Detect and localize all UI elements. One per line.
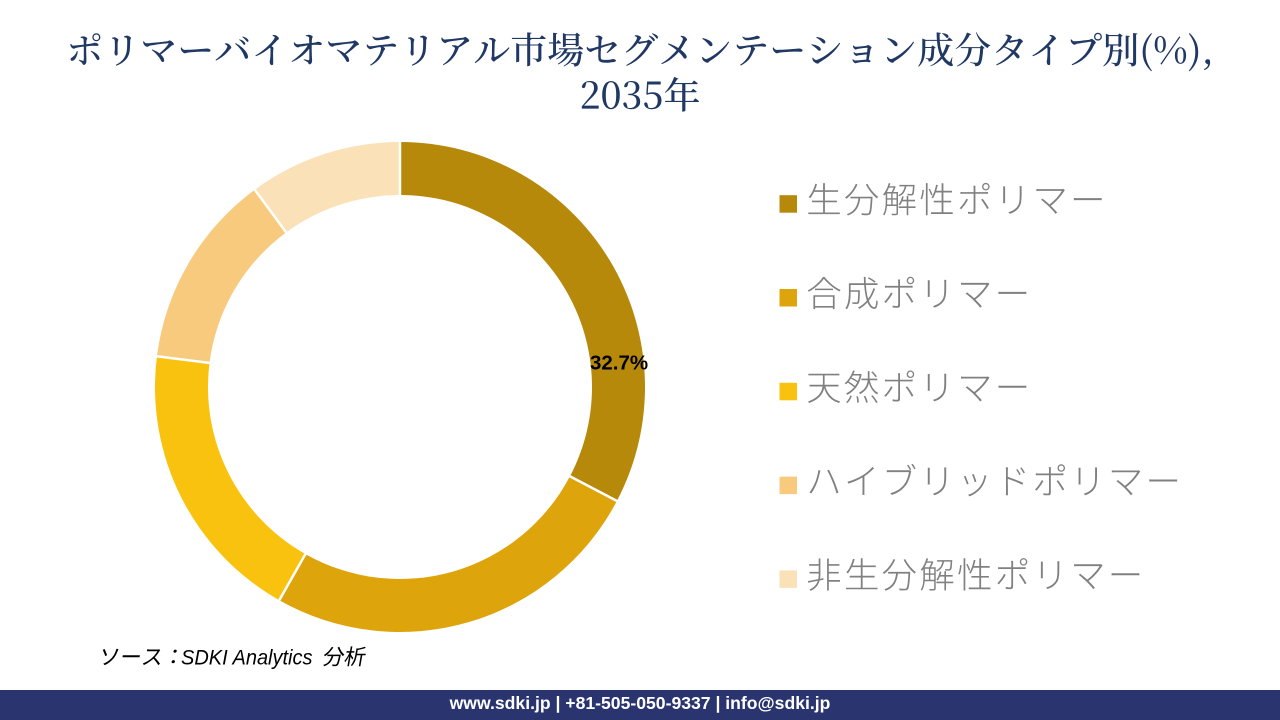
- svg-text:www.sdki.jp | +81-505-050-9337: www.sdki.jp | +81-505-050-9337 | info@sd…: [449, 693, 831, 713]
- svg-text:32.7%: 32.7%: [590, 352, 648, 375]
- svg-text:SDKI Analytics: SDKI Analytics: [181, 647, 313, 670]
